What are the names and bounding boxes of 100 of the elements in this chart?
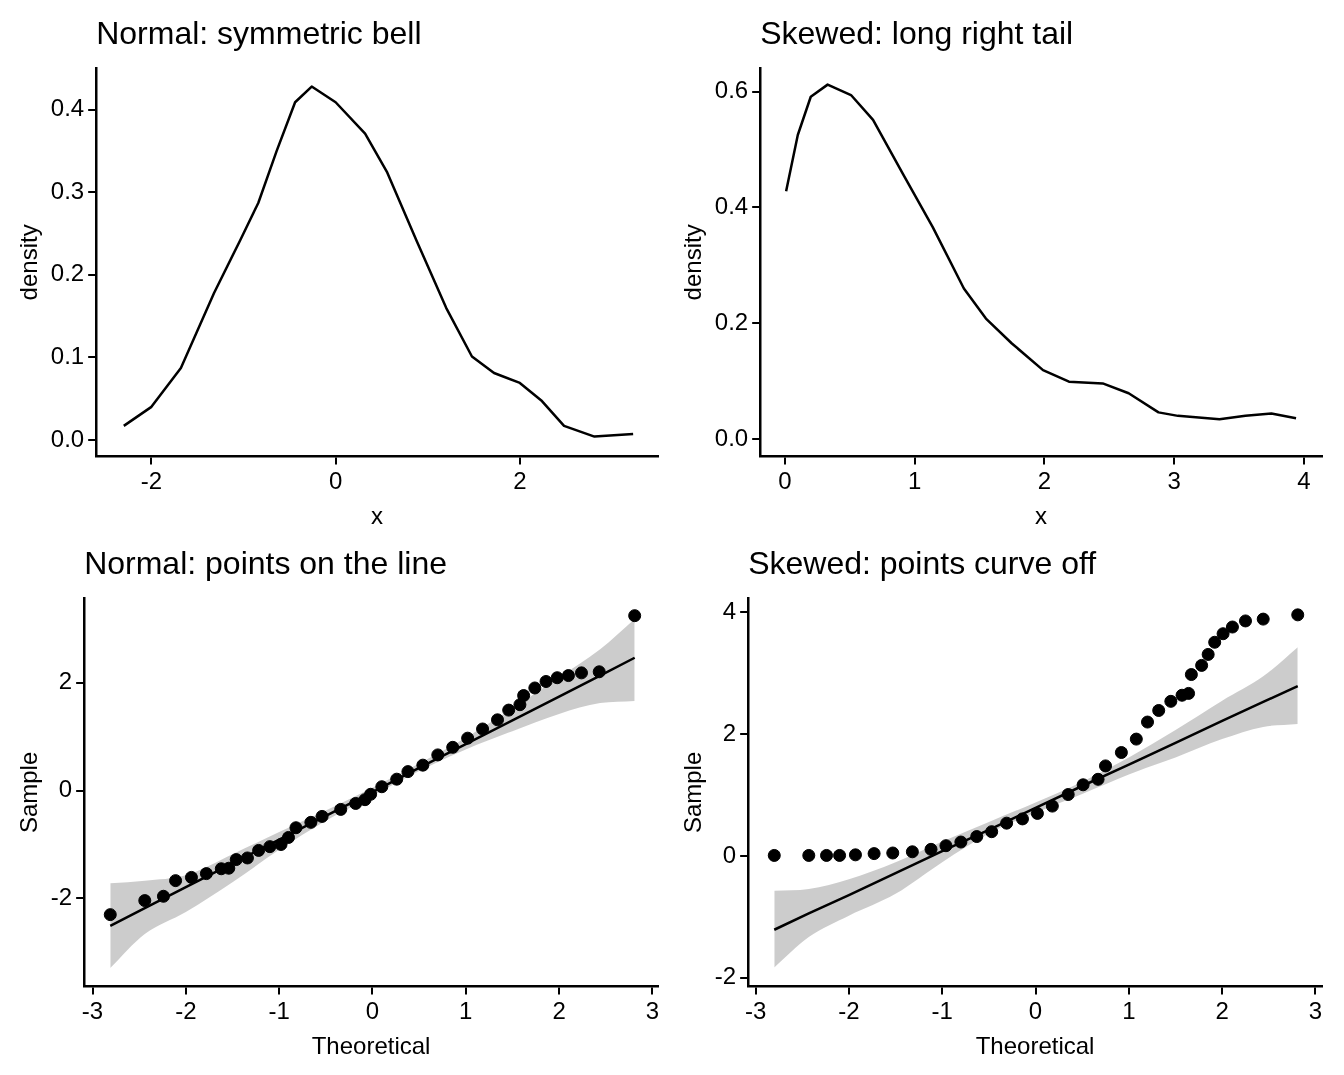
y-axis-title: Sample: [15, 751, 43, 834]
point: [446, 740, 460, 754]
point: [199, 867, 213, 881]
point: [401, 765, 415, 779]
point: [1182, 686, 1196, 700]
y-tick-label: 0.4: [714, 192, 749, 220]
x-axis-title: x: [1035, 502, 1048, 530]
point: [1184, 668, 1198, 682]
chart-title: Skewed: points curve off: [748, 545, 1097, 582]
point: [550, 671, 564, 685]
point: [390, 772, 404, 786]
y-axis-title: density: [15, 224, 43, 301]
point: [364, 787, 378, 801]
x-tick-label: 3: [645, 997, 660, 1025]
point: [229, 853, 243, 867]
point: [939, 839, 953, 853]
y-tick-label: 0.0: [714, 423, 749, 451]
point: [461, 731, 475, 745]
point: [240, 851, 254, 865]
point: [924, 842, 938, 856]
point: [431, 748, 445, 762]
x-tick-label: 0: [328, 467, 343, 495]
point: [1141, 715, 1155, 729]
point: [1129, 732, 1143, 746]
point: [304, 815, 318, 829]
point: [222, 861, 236, 875]
point: [184, 870, 198, 884]
point: [1164, 694, 1178, 708]
x-tick-label: 1: [907, 467, 922, 495]
point: [103, 908, 117, 922]
point: [970, 830, 984, 844]
x-tick-label: -3: [744, 997, 767, 1025]
x-tick-label: -2: [838, 997, 860, 1025]
y-tick-label: 0.2: [50, 259, 85, 287]
point: [252, 843, 266, 857]
point: [833, 848, 847, 862]
point: [592, 665, 606, 679]
x-tick-label: 0: [1028, 997, 1043, 1025]
point: [1208, 635, 1222, 649]
point: [138, 894, 152, 908]
point: [375, 780, 389, 794]
y-axis-title: density: [679, 224, 707, 301]
y-axis-title: Sample: [679, 751, 707, 834]
point: [561, 669, 575, 683]
x-axis-title: x: [371, 502, 384, 530]
point: [802, 848, 816, 862]
y-tick-label: 0.6: [714, 76, 749, 104]
point: [954, 835, 968, 849]
x-tick-label: 0: [778, 467, 792, 495]
y-tick-label: 2: [722, 718, 737, 746]
point: [628, 609, 642, 623]
point: [169, 874, 183, 888]
point: [1152, 703, 1166, 717]
point: [886, 846, 900, 860]
x-tick-label: 1: [1122, 997, 1136, 1025]
point: [1216, 627, 1230, 641]
point: [476, 722, 490, 736]
point: [539, 675, 553, 688]
point: [1238, 614, 1252, 628]
point: [985, 825, 999, 839]
point: [1201, 647, 1215, 661]
point: [416, 758, 430, 772]
point: [281, 830, 295, 844]
x-tick-label: 2: [513, 467, 527, 495]
x-tick-label: -1: [931, 997, 953, 1025]
y-tick-label: 0.3: [50, 176, 85, 204]
point: [848, 848, 862, 862]
y-tick-label: 0.1: [50, 341, 85, 369]
point: [1091, 772, 1105, 786]
x-tick-label: 0: [365, 997, 380, 1025]
y-tick-label: 0.0: [50, 424, 85, 452]
point: [1114, 746, 1128, 759]
y-tick-label: 0: [58, 775, 73, 803]
point: [1099, 759, 1113, 773]
point: [334, 802, 348, 816]
chart-title: Skewed: long right tail: [760, 15, 1074, 52]
point: [905, 845, 919, 859]
x-tick-label: -1: [268, 997, 290, 1025]
point: [574, 666, 588, 680]
y-tick-label: 2: [58, 667, 73, 695]
chart-title: Normal: points on the line: [84, 545, 447, 582]
point: [767, 848, 781, 862]
x-tick-label: -2: [175, 997, 197, 1025]
y-tick-label: -2: [50, 883, 73, 911]
x-tick-label: 4: [1297, 467, 1311, 495]
x-tick-label: 1: [459, 997, 473, 1025]
y-tick-label: -2: [714, 962, 737, 990]
x-tick-label: 2: [1215, 997, 1229, 1025]
x-tick-label: 2: [1037, 467, 1052, 495]
y-tick-label: 0: [722, 840, 737, 868]
x-axis-title: Theoretical: [975, 1032, 1095, 1060]
point: [1195, 658, 1209, 672]
y-tick-label: 0.4: [50, 94, 85, 122]
point: [1030, 806, 1044, 820]
point: [263, 840, 277, 854]
point: [1045, 799, 1059, 813]
point: [315, 809, 329, 823]
y-tick-label: 4: [722, 597, 737, 625]
x-tick-label: 3: [1308, 997, 1323, 1025]
point: [1015, 812, 1029, 826]
